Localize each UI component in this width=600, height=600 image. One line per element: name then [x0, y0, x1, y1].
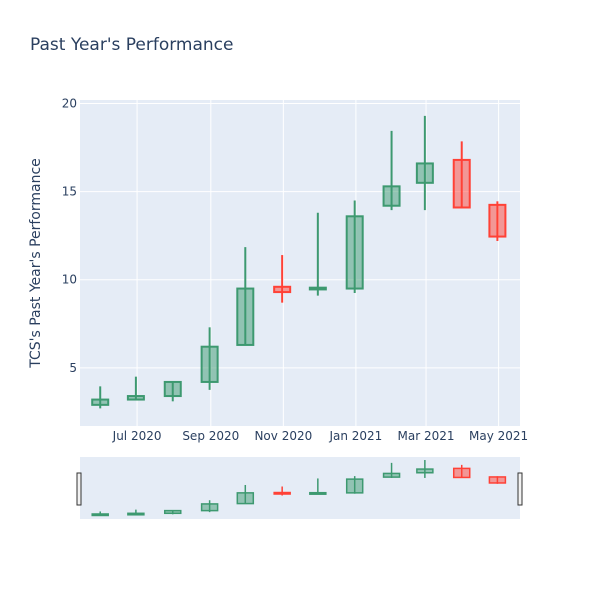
- slider-candle: [416, 460, 434, 478]
- slider-candle: [127, 509, 145, 516]
- slider-candle-body: [200, 503, 219, 512]
- x-tick-label: Sep 2020: [182, 429, 239, 443]
- slider-candle-body: [309, 491, 327, 495]
- candles: [91, 115, 507, 409]
- x-tick-label: Nov 2020: [254, 429, 312, 443]
- y-tick-label: 15: [62, 185, 77, 199]
- candle-body: [273, 285, 292, 294]
- y-tick-label: 10: [62, 273, 77, 287]
- plot-area: [80, 100, 520, 426]
- slider-candle-body: [382, 472, 401, 478]
- candle[interactable]: [415, 115, 434, 211]
- candle-body: [126, 395, 145, 401]
- candle-body: [488, 203, 507, 238]
- y-tick-label: 20: [62, 97, 77, 111]
- candle-body: [200, 345, 219, 383]
- candle[interactable]: [126, 376, 145, 401]
- x-tick-label: Jan 2021: [328, 429, 382, 443]
- candle[interactable]: [382, 130, 401, 211]
- slider-candle: [164, 509, 182, 515]
- slider-candle: [200, 500, 219, 513]
- candle[interactable]: [273, 255, 292, 303]
- candle[interactable]: [200, 327, 219, 390]
- grid-lines: [80, 100, 520, 426]
- candle-body: [91, 398, 110, 406]
- candle[interactable]: [345, 200, 364, 293]
- slider-candle: [345, 476, 364, 494]
- slider-candle-body: [452, 467, 471, 479]
- x-tick-label: Jul 2020: [112, 429, 162, 443]
- slider-candle: [382, 462, 401, 478]
- axis-ticks: 5 10 15 20 Jul 2020 Sep 2020 Nov 2020 Jan 2021 M…: [62, 97, 528, 443]
- candle-body: [415, 162, 434, 184]
- x-tick-label: May 2021: [469, 429, 528, 443]
- candle-body: [163, 380, 182, 398]
- slider-candle-body: [236, 492, 255, 505]
- slider-candle-body: [416, 468, 434, 474]
- candle-body: [345, 215, 364, 290]
- range-slider-right-handle[interactable]: [517, 472, 523, 506]
- slider-candle: [309, 478, 327, 495]
- candle-body: [452, 158, 471, 209]
- slider-candle: [236, 484, 255, 505]
- candle[interactable]: [308, 212, 327, 296]
- candle[interactable]: [452, 141, 471, 209]
- candle-body: [308, 286, 327, 291]
- candle[interactable]: [163, 380, 182, 402]
- candle[interactable]: [488, 201, 507, 241]
- slider-candle-body: [488, 476, 507, 484]
- candle-body: [382, 185, 401, 207]
- slider-candle: [91, 511, 109, 517]
- range-slider-left-handle[interactable]: [76, 472, 82, 506]
- candle-body: [236, 287, 255, 346]
- slider-candle-body: [345, 478, 364, 494]
- candle[interactable]: [236, 247, 255, 346]
- x-tick-label: Mar 2021: [398, 429, 455, 443]
- slider-candle: [488, 476, 507, 484]
- candle[interactable]: [91, 386, 110, 409]
- y-axis-title: TCS's Past Year's Performance: [28, 158, 44, 369]
- slider-candle-body: [164, 509, 182, 515]
- range-slider-track[interactable]: [80, 457, 520, 519]
- chart-title: Past Year's Performance: [30, 35, 234, 55]
- slider-candle-body: [91, 513, 109, 517]
- y-tick-label: 5: [69, 361, 77, 375]
- slider-candle-body: [127, 512, 145, 516]
- slider-candle-body: [273, 491, 291, 495]
- range-slider-candles: [91, 460, 507, 517]
- slider-candle: [452, 464, 471, 479]
- slider-candle: [273, 486, 291, 496]
